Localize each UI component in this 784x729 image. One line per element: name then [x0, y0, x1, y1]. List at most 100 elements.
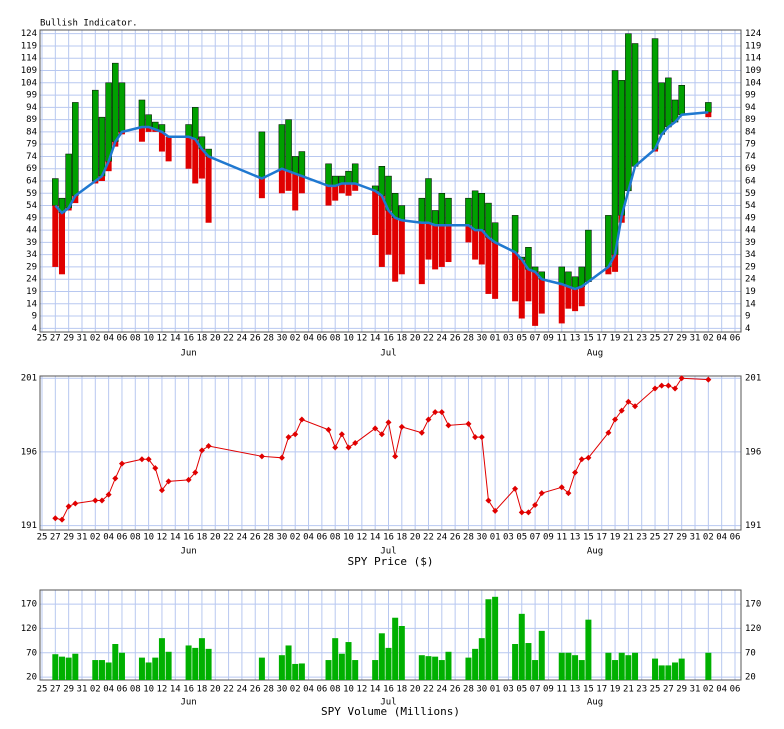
- volume-bar: [585, 619, 592, 680]
- x-tick-label: 04: [716, 533, 727, 543]
- x-tick-label: 15: [583, 533, 594, 543]
- bullish-bar: [378, 166, 386, 196]
- bearish-bar: [292, 173, 299, 211]
- volume-bar: [332, 638, 339, 680]
- x-tick-label: 30: [276, 685, 287, 695]
- data-point: [385, 419, 392, 426]
- volume-bar: [665, 665, 672, 680]
- y-tick-label: 191: [21, 521, 37, 531]
- x-tick-label: 04: [103, 685, 114, 695]
- x-tick-label: 12: [157, 533, 168, 543]
- bearish-bar: [612, 254, 619, 272]
- bullish-bar: [678, 84, 685, 115]
- x-tick-label: 20: [410, 533, 421, 543]
- volume-bar: [158, 638, 165, 680]
- volume-bar: [152, 657, 159, 680]
- bearish-bar: [192, 139, 199, 184]
- bearish-bar: [385, 210, 392, 255]
- x-tick-label: 15: [583, 334, 594, 344]
- month-label: Jun: [180, 698, 196, 708]
- volume-bar: [352, 660, 359, 680]
- x-tick-label: 16: [183, 533, 194, 543]
- volume-bar: [165, 651, 172, 680]
- x-tick-label: 26: [450, 533, 461, 543]
- data-point: [398, 423, 405, 430]
- x-tick-label: 27: [663, 334, 674, 344]
- bullish-bar: [291, 156, 299, 174]
- data-point: [378, 431, 385, 438]
- volume-bar: [538, 630, 545, 680]
- y-tick-label-right: 191: [745, 521, 761, 531]
- volume-bar: [465, 657, 472, 680]
- x-tick-label: 27: [50, 685, 61, 695]
- volume-bar: [425, 656, 432, 680]
- chart-title: Bullish Indicator.: [40, 19, 138, 29]
- x-tick-label: 21: [623, 685, 634, 695]
- y-tick-label-right: 79: [745, 140, 756, 150]
- x-tick-label: 12: [356, 685, 367, 695]
- volume-bar: [625, 655, 632, 680]
- x-tick-label: 25: [650, 334, 661, 344]
- x-tick-label: 30: [276, 533, 287, 543]
- x-tick-label: 08: [130, 334, 141, 344]
- x-tick-label: 28: [263, 334, 274, 344]
- volume-bar: [565, 652, 572, 680]
- y-tick-label: 104: [21, 78, 37, 88]
- bearish-bar: [198, 149, 205, 179]
- volume-bar: [398, 626, 405, 680]
- data-point: [512, 485, 519, 492]
- x-tick-label: 26: [250, 685, 261, 695]
- x-tick-label: 06: [730, 334, 741, 344]
- bullish-bar: [105, 82, 112, 162]
- x-tick-label: 02: [90, 533, 101, 543]
- x-tick-label: 06: [117, 685, 128, 695]
- y-tick-label-right: 39: [745, 238, 756, 248]
- data-point: [285, 434, 292, 441]
- x-tick-label: 09: [543, 685, 554, 695]
- volume-bar: [205, 648, 212, 680]
- x-tick-label: 03: [503, 334, 514, 344]
- bearish-bar: [205, 156, 212, 223]
- bearish-bar: [52, 205, 59, 267]
- volume-bar: [672, 662, 679, 680]
- bullish-bar: [425, 178, 432, 223]
- bearish-bar: [572, 289, 579, 312]
- data-point: [165, 478, 172, 485]
- bullish-bar: [398, 205, 406, 221]
- y-tick-label: 14: [26, 299, 37, 309]
- month-label: Jun: [180, 349, 196, 359]
- x-tick-label: 27: [663, 685, 674, 695]
- data-point: [198, 447, 205, 454]
- volume-bar: [618, 652, 625, 680]
- y-tick-label: 70: [26, 648, 37, 658]
- data-point: [578, 456, 585, 463]
- bearish-bar: [332, 185, 339, 201]
- x-tick-label: 31: [690, 334, 701, 344]
- bullish-bar: [278, 124, 286, 169]
- x-tick-label: 24: [236, 334, 247, 344]
- volume-bar: [92, 660, 99, 680]
- y-tick-label: 44: [26, 226, 37, 236]
- x-tick-label: 11: [556, 533, 567, 543]
- volume-bar: [98, 660, 105, 680]
- data-point: [58, 516, 65, 523]
- bearish-bar: [565, 286, 572, 309]
- x-axis-label: SPY Price ($): [347, 555, 433, 568]
- y-tick-label: 64: [26, 177, 37, 187]
- bearish-bar: [352, 183, 359, 191]
- volume-bar: [118, 652, 125, 680]
- x-axis-label: SPY Volume (Millions): [321, 705, 460, 718]
- y-tick-label-right: 94: [745, 103, 756, 113]
- volume-bar: [378, 633, 385, 680]
- x-tick-label: 26: [450, 685, 461, 695]
- x-tick-label: 10: [143, 533, 154, 543]
- data-line: [54, 111, 709, 291]
- volume-bar: [325, 660, 332, 680]
- y-tick-label: 29: [26, 262, 37, 272]
- month-label: Aug: [587, 698, 603, 708]
- y-tick-label-right: 69: [745, 164, 756, 174]
- x-tick-label: 04: [103, 533, 114, 543]
- bearish-bar: [325, 185, 332, 206]
- data-point: [585, 454, 592, 461]
- bearish-bar: [578, 286, 585, 307]
